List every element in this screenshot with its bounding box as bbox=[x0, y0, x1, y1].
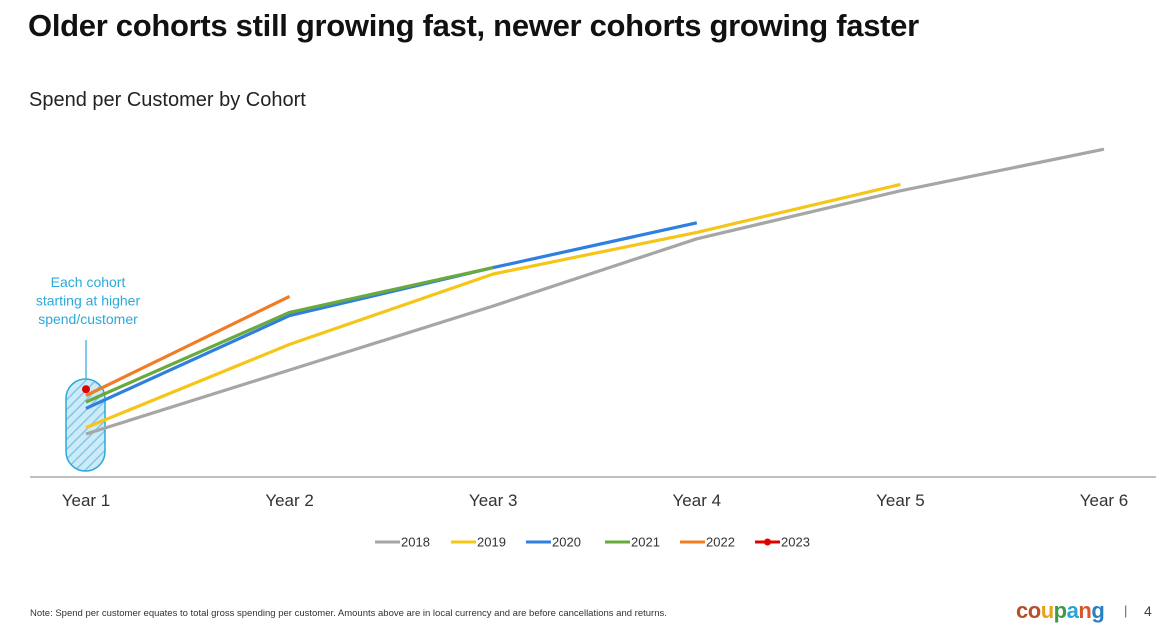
logo-letter: o bbox=[1027, 598, 1041, 623]
legend-label-2022: 2022 bbox=[706, 535, 735, 550]
legend-label-2020: 2020 bbox=[552, 535, 581, 550]
legend-marker-2023 bbox=[764, 538, 771, 546]
annotation-highlight bbox=[65, 378, 106, 472]
data-point-2023 bbox=[82, 385, 90, 394]
x-tick-label: Year 6 bbox=[1080, 491, 1129, 510]
x-tick-label: Year 5 bbox=[876, 491, 925, 510]
logo-letter: p bbox=[1053, 598, 1067, 623]
x-tick-label: Year 4 bbox=[673, 491, 722, 510]
legend-label-2018: 2018 bbox=[401, 535, 430, 550]
legend-label-2021: 2021 bbox=[631, 535, 660, 550]
page-number: 4 bbox=[1144, 603, 1152, 619]
x-tick-label: Year 3 bbox=[469, 491, 518, 510]
legend-label-2023: 2023 bbox=[781, 535, 810, 550]
logo-letter: u bbox=[1040, 598, 1054, 623]
logo-letter: g bbox=[1091, 598, 1105, 623]
legend-label-2019: 2019 bbox=[477, 535, 506, 550]
series-line-2022 bbox=[85, 294, 291, 398]
footnote: Note: Spend per customer equates to tota… bbox=[30, 608, 667, 619]
logo-letter: c bbox=[1016, 598, 1028, 623]
series-line-2019 bbox=[85, 182, 901, 430]
x-tick-label: Year 1 bbox=[62, 491, 111, 510]
annotation-text: Each cohort bbox=[51, 274, 126, 290]
divider: | bbox=[1124, 603, 1128, 618]
series-line-2021 bbox=[85, 266, 494, 404]
chart-title: Spend per Customer by Cohort bbox=[29, 89, 306, 111]
logo-letter: a bbox=[1066, 598, 1079, 623]
logo-letter: n bbox=[1078, 598, 1092, 623]
annotation-text: starting at higher bbox=[36, 293, 141, 309]
coupang-logo: coupang bbox=[1016, 598, 1105, 624]
series-line-2018 bbox=[85, 147, 1105, 436]
annotation-text: spend/customer bbox=[38, 311, 138, 327]
page-title: Older cohorts still growing fast, newer … bbox=[28, 8, 919, 43]
x-tick-label: Year 2 bbox=[265, 491, 314, 510]
